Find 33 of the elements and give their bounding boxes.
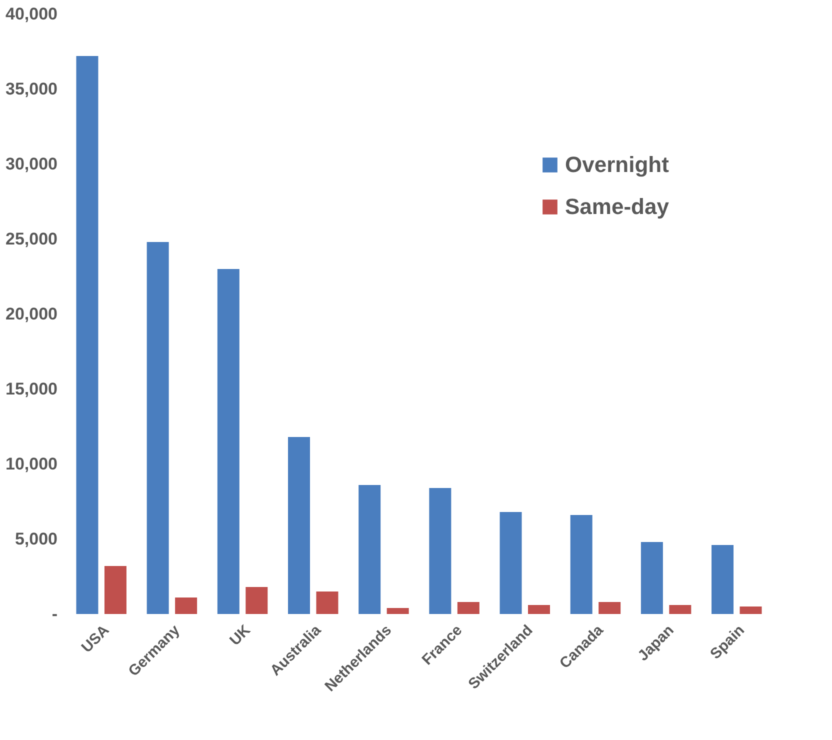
bar [457, 602, 480, 614]
bar [246, 587, 268, 614]
y-tick-label: 15,000 [6, 380, 58, 398]
y-tick-label: 20,000 [6, 304, 58, 324]
bar [429, 488, 452, 614]
legend-label: Overnight [565, 152, 670, 177]
bar [669, 605, 692, 614]
y-tick-label: 10,000 [6, 454, 58, 474]
bar [570, 515, 592, 614]
bar [528, 605, 550, 614]
bar [316, 592, 338, 614]
x-tick-label: USA [78, 622, 113, 656]
bar [712, 545, 734, 614]
bar [640, 542, 663, 614]
bar [598, 602, 621, 614]
y-tick-label: 25,000 [6, 230, 58, 248]
x-tick-label: UK [226, 622, 254, 650]
legend-label: Same-day [565, 194, 670, 219]
bar [358, 485, 381, 614]
y-tick-label: - [52, 604, 58, 624]
bar [217, 269, 240, 614]
bar [76, 56, 98, 614]
y-tick-label: 40,000 [6, 4, 58, 24]
bar [288, 437, 310, 614]
bar [175, 598, 198, 614]
bar [386, 608, 409, 614]
y-tick-label: 30,000 [6, 154, 58, 174]
y-tick-label: 5,000 [14, 530, 58, 548]
bar [146, 242, 169, 614]
bar [500, 512, 522, 614]
bar [740, 606, 762, 614]
y-tick-label: 35,000 [6, 80, 58, 98]
bar [104, 566, 126, 614]
